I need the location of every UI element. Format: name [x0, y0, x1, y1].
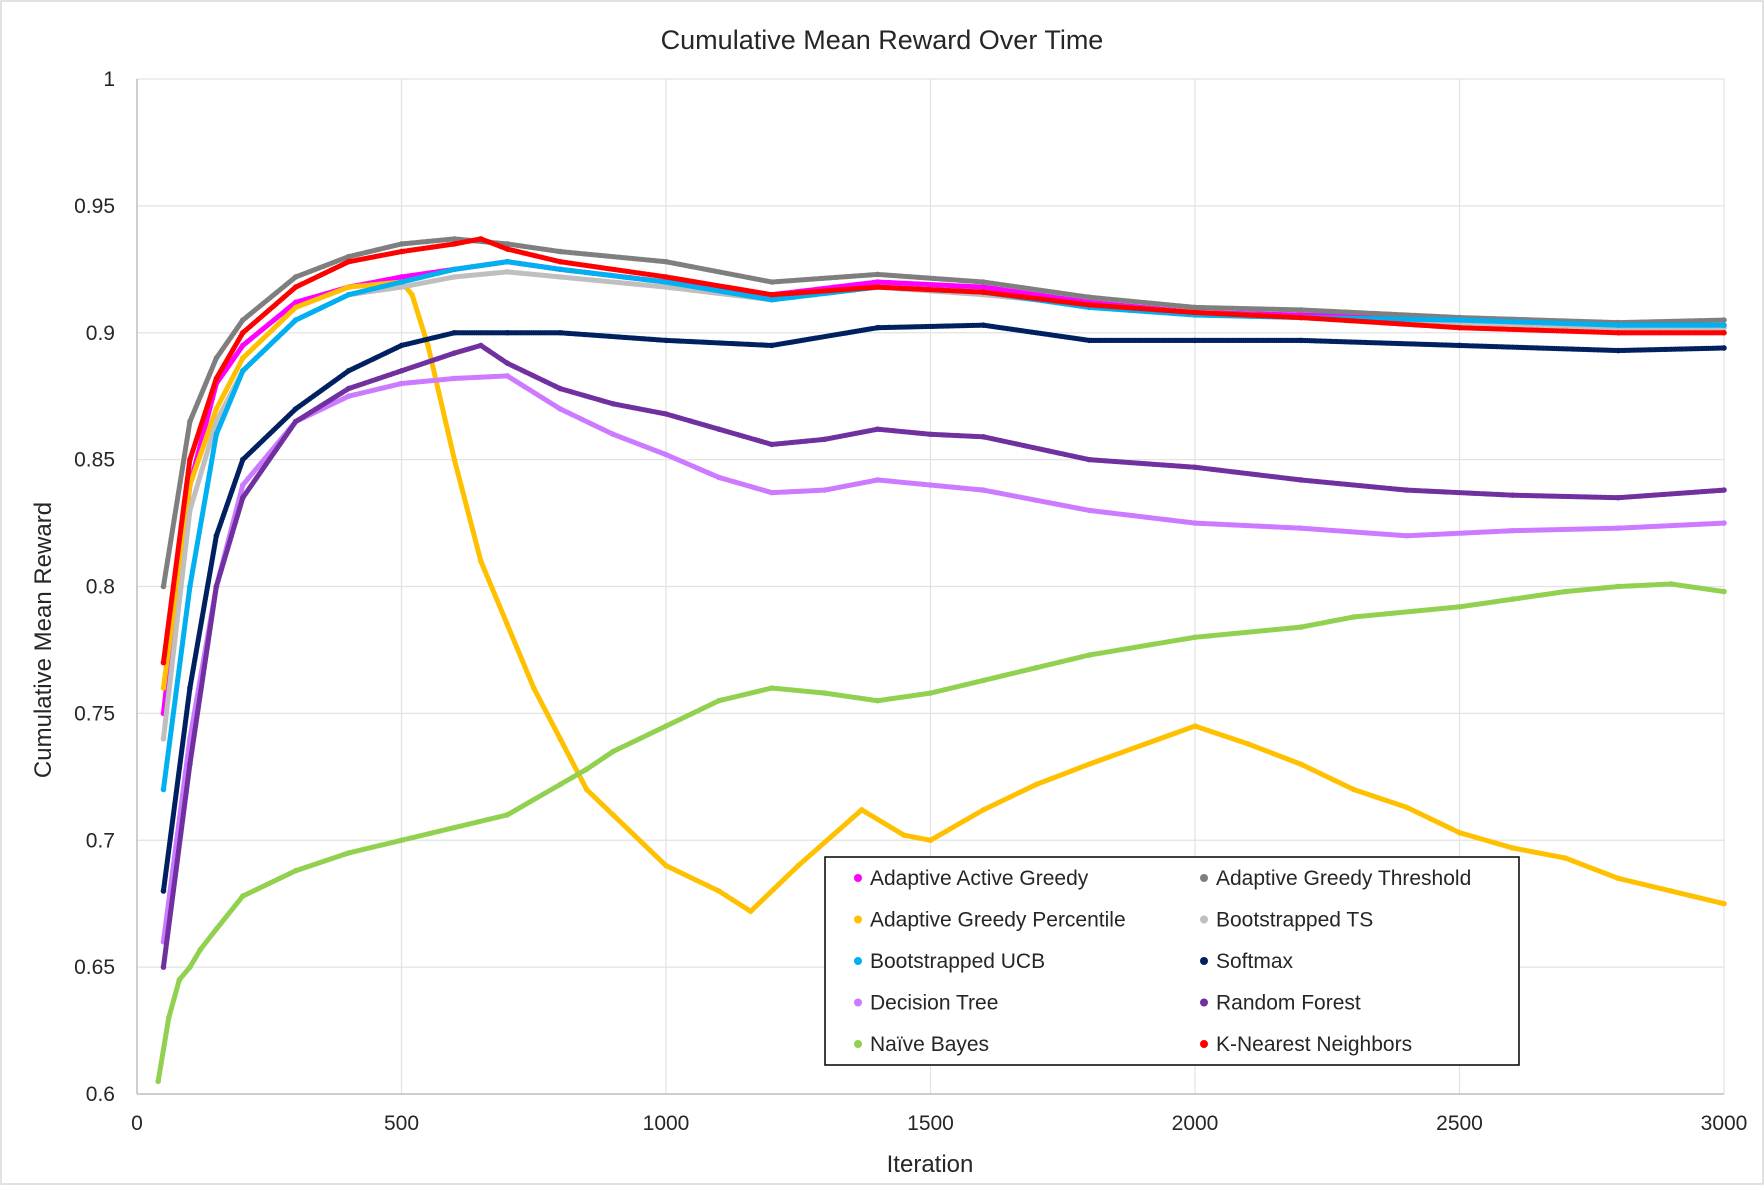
chart-title: Cumulative Mean Reward Over Time [661, 25, 1104, 55]
data-point [1721, 901, 1727, 907]
data-point [1721, 322, 1727, 328]
data-point [1721, 317, 1727, 323]
